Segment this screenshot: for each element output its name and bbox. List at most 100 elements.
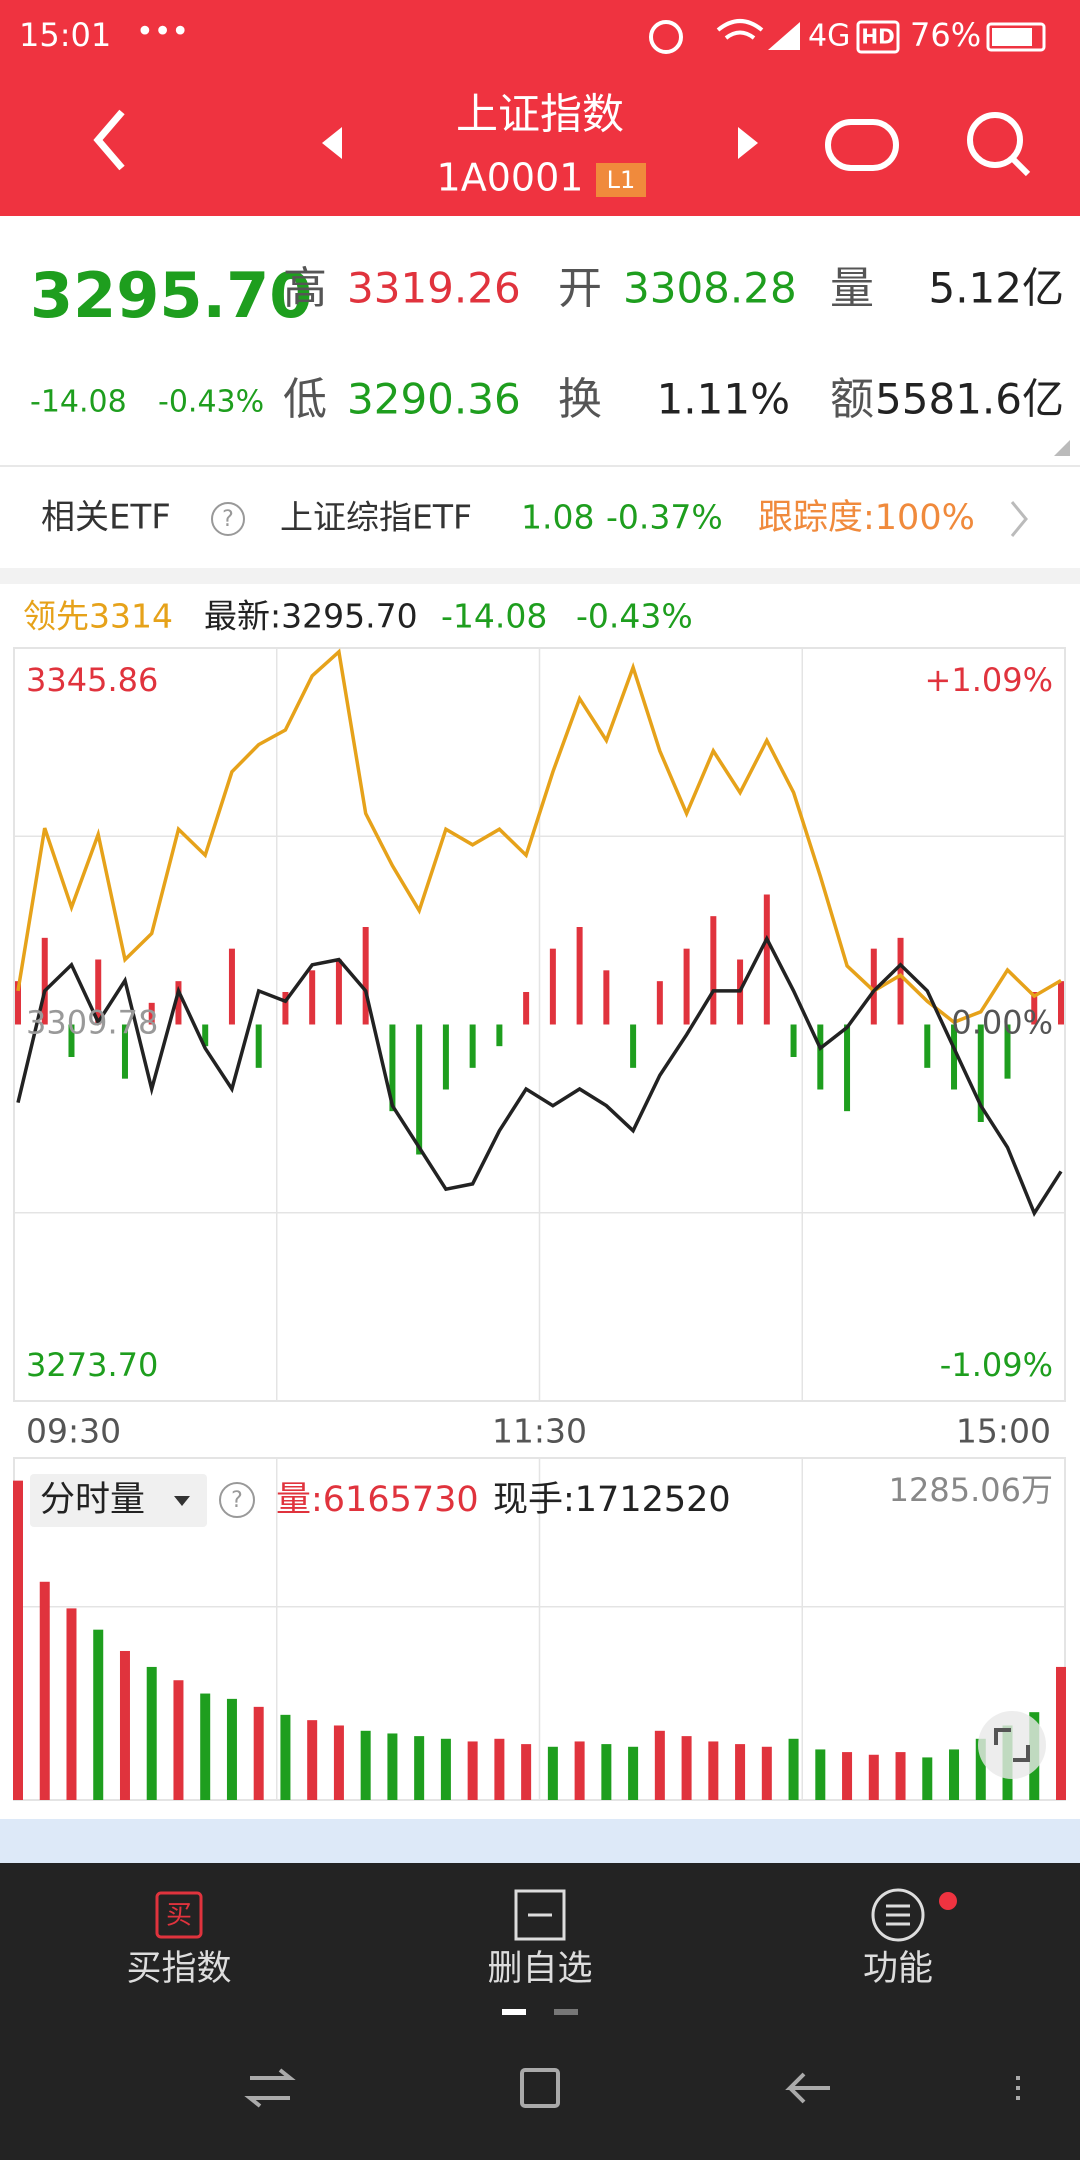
nav-remove[interactable]: 删自选 — [487, 1949, 592, 1989]
header-level: L1 — [607, 166, 636, 194]
prev-button[interactable] — [322, 127, 342, 159]
status-hd: HD — [861, 25, 894, 49]
y2-tick-label: -1.09% — [940, 1346, 1053, 1384]
high: 3319.26 — [347, 264, 521, 313]
volume: 5.12亿 — [928, 264, 1064, 313]
buy-icon-text: 买 — [166, 1901, 192, 1931]
battery-icon — [986, 22, 1046, 52]
volume-bar — [440, 1738, 451, 1800]
volume-selector[interactable] — [30, 1474, 207, 1527]
volume-bar — [521, 1744, 532, 1800]
volume-bar — [1056, 1666, 1066, 1800]
strength-bar — [576, 927, 583, 1025]
volume-bar — [628, 1746, 639, 1800]
volume-bar — [547, 1746, 558, 1800]
volume-bar — [414, 1736, 425, 1800]
volume-bar — [842, 1752, 853, 1800]
header-code: 1A0001 — [437, 156, 584, 200]
strength-bar — [442, 1024, 449, 1090]
strength-bar — [817, 1024, 824, 1090]
volume-bar — [868, 1754, 879, 1800]
volume-chart: 1285.06万 — [13, 1458, 1066, 1800]
x-tick-label: 11:30 — [492, 1412, 587, 1451]
change-pct: -0.43% — [158, 385, 264, 420]
strength-bar — [68, 1024, 75, 1057]
function-icon-lines — [886, 1904, 910, 1926]
strength-bar — [977, 1024, 984, 1122]
strength-bar — [656, 981, 663, 1025]
strength-bar — [41, 937, 48, 1025]
strength-bar — [1031, 992, 1038, 1025]
legend-change: -14.08 — [441, 597, 547, 636]
strength-bar — [95, 959, 102, 1025]
wifi-icon — [716, 19, 764, 40]
volume-bar — [975, 1738, 986, 1800]
volume-bar — [574, 1741, 585, 1800]
robot-button[interactable] — [825, 119, 899, 171]
legend-change-pct: -0.43% — [576, 597, 693, 636]
strength-bar — [335, 959, 342, 1025]
turnover: 1.11% — [657, 375, 790, 424]
latest-label: 最新:3295.70 — [204, 597, 418, 636]
header-bg — [0, 0, 1080, 216]
volume-bar — [949, 1749, 960, 1800]
volume-hand: 现手:1712520 — [493, 1480, 731, 1520]
volume-label: 量 — [830, 263, 874, 314]
volume-help[interactable] — [219, 1482, 255, 1518]
bottom-nav — [0, 1863, 1080, 2160]
x-tick-label: 09:30 — [26, 1412, 121, 1451]
expand-button[interactable] — [978, 1711, 1046, 1779]
strength-bar — [1004, 1024, 1011, 1079]
expand-icon — [994, 1728, 1030, 1762]
sys-back[interactable] — [785, 2072, 830, 2104]
strength-bar — [255, 1024, 262, 1068]
hd-box — [856, 20, 900, 54]
help-mark: ? — [231, 1488, 243, 1513]
strength-bar — [362, 927, 369, 1025]
volume-bar — [66, 1608, 77, 1800]
y-tick-label: 3273.70 — [26, 1346, 158, 1384]
volume-title: 分时量 — [40, 1480, 145, 1520]
strength-bar — [202, 1024, 209, 1047]
strength-bar — [496, 1024, 503, 1047]
next-button[interactable] — [738, 127, 758, 159]
sys-switch[interactable] — [244, 2068, 296, 2108]
search-handle — [1009, 155, 1031, 177]
function-icon[interactable] — [871, 1888, 925, 1942]
back-button[interactable] — [93, 109, 125, 171]
level-badge — [596, 163, 646, 197]
search-button[interactable] — [967, 112, 1023, 168]
nav-function[interactable]: 功能 — [863, 1949, 933, 1989]
etf-label[interactable]: 相关ETF — [41, 498, 171, 538]
status-icon — [649, 20, 683, 54]
volume-bar — [146, 1666, 157, 1800]
volume-bar — [333, 1725, 344, 1800]
line-0 — [16, 934, 1063, 1217]
intraday-chart: 3273.70 3309.78 3345.86 -1.09% 0.00% +1.09% 09… — [14, 648, 1065, 1451]
buy-icon[interactable] — [155, 1891, 203, 1939]
remove-icon[interactable] — [514, 1889, 566, 1941]
strength-bar — [951, 1024, 958, 1090]
volume-bar — [708, 1741, 719, 1800]
strength-bar — [228, 948, 235, 1025]
strength-bar — [603, 970, 610, 1025]
volume-bar — [360, 1730, 371, 1800]
strength-bar — [897, 937, 904, 1025]
etf-arrow[interactable] — [1010, 501, 1028, 537]
help-mark: ? — [222, 507, 234, 532]
volume-bar — [253, 1706, 264, 1800]
volume-bar — [735, 1744, 746, 1800]
nav-buy[interactable]: 买指数 — [126, 1949, 231, 1989]
help-icon[interactable] — [211, 502, 245, 536]
strength-bar — [469, 1024, 476, 1068]
volume-bar — [654, 1730, 665, 1800]
volume-total: 量:6165730 — [276, 1480, 479, 1520]
strength-bar — [121, 1024, 128, 1079]
status-network: 4G — [808, 19, 850, 54]
etf-name[interactable]: 上证综指ETF — [280, 498, 472, 537]
strength-bar — [549, 948, 556, 1025]
sys-home[interactable] — [520, 2068, 560, 2108]
strength-bar — [763, 894, 770, 1025]
etf-tracking: 跟踪度:100% — [758, 498, 975, 538]
